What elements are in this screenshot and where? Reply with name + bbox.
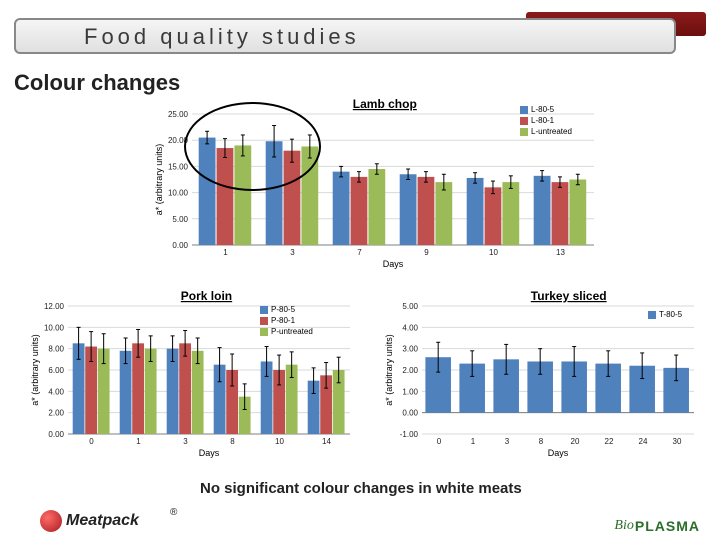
- meatpack-text: Meatpack: [66, 512, 139, 530]
- svg-text:Lamb chop: Lamb chop: [353, 97, 417, 111]
- svg-text:10: 10: [275, 437, 284, 446]
- bioplasma-main: PLASMA: [635, 518, 700, 534]
- svg-text:1.00: 1.00: [402, 387, 418, 396]
- svg-text:0.00: 0.00: [172, 241, 188, 250]
- svg-text:3.00: 3.00: [402, 345, 418, 354]
- svg-text:5.00: 5.00: [172, 215, 188, 224]
- registered-mark: ®: [170, 507, 177, 518]
- svg-text:1: 1: [223, 248, 228, 257]
- svg-text:6.00: 6.00: [48, 366, 64, 375]
- svg-text:2.00: 2.00: [48, 409, 64, 418]
- svg-text:Days: Days: [383, 259, 404, 269]
- svg-text:8.00: 8.00: [48, 345, 64, 354]
- svg-text:3: 3: [290, 248, 295, 257]
- svg-text:1: 1: [471, 437, 476, 446]
- bioplasma-logo: Bio PLASMA: [614, 518, 700, 534]
- lamb-highlight-ellipse: [184, 102, 321, 191]
- page-title: Food quality studies: [84, 24, 360, 50]
- svg-text:24: 24: [639, 437, 648, 446]
- svg-text:22: 22: [605, 437, 614, 446]
- section-heading: Colour changes: [14, 70, 180, 96]
- svg-text:8: 8: [230, 437, 235, 446]
- svg-text:4.00: 4.00: [48, 387, 64, 396]
- svg-text:7: 7: [357, 248, 362, 257]
- svg-text:4.00: 4.00: [402, 323, 418, 332]
- svg-text:10: 10: [489, 248, 498, 257]
- svg-text:-1.00: -1.00: [400, 430, 419, 439]
- svg-text:25.00: 25.00: [168, 110, 189, 119]
- svg-text:3: 3: [505, 437, 510, 446]
- svg-text:a* (arbitrary units): a* (arbitrary units): [154, 144, 164, 216]
- svg-text:9: 9: [424, 248, 429, 257]
- svg-text:8: 8: [539, 437, 544, 446]
- svg-text:20: 20: [571, 437, 580, 446]
- svg-text:13: 13: [556, 248, 565, 257]
- svg-text:0.00: 0.00: [402, 409, 418, 418]
- svg-text:15.00: 15.00: [168, 162, 189, 171]
- title-bar: Food quality studies: [14, 18, 706, 58]
- conclusion-text: No significant colour changes in white m…: [200, 480, 580, 497]
- svg-text:0: 0: [437, 437, 442, 446]
- bioplasma-prefix: Bio: [614, 518, 633, 534]
- svg-text:12.00: 12.00: [44, 302, 65, 311]
- svg-text:a* (arbitrary units): a* (arbitrary units): [30, 334, 40, 406]
- svg-text:10.00: 10.00: [168, 189, 189, 198]
- svg-text:1: 1: [136, 437, 141, 446]
- svg-text:a* (arbitrary units): a* (arbitrary units): [384, 334, 394, 406]
- svg-text:Days: Days: [199, 448, 220, 458]
- lamb-legend: L-80-5L-80-1L-untreated: [520, 105, 572, 138]
- svg-text:2.00: 2.00: [402, 366, 418, 375]
- meatpack-icon: [40, 510, 62, 532]
- svg-text:Pork loin: Pork loin: [181, 289, 232, 303]
- svg-text:0.00: 0.00: [48, 430, 64, 439]
- svg-text:Turkey sliced: Turkey sliced: [531, 289, 607, 303]
- svg-text:14: 14: [322, 437, 331, 446]
- svg-text:5.00: 5.00: [402, 302, 418, 311]
- svg-text:0: 0: [89, 437, 94, 446]
- turkey-legend: T-80-5: [648, 310, 682, 321]
- svg-text:Days: Days: [548, 448, 569, 458]
- svg-text:30: 30: [673, 437, 682, 446]
- meatpack-logo: Meatpack: [40, 510, 139, 532]
- pork-legend: P-80-5P-80-1P-untreated: [260, 305, 313, 338]
- svg-text:3: 3: [183, 437, 188, 446]
- svg-text:10.00: 10.00: [44, 323, 65, 332]
